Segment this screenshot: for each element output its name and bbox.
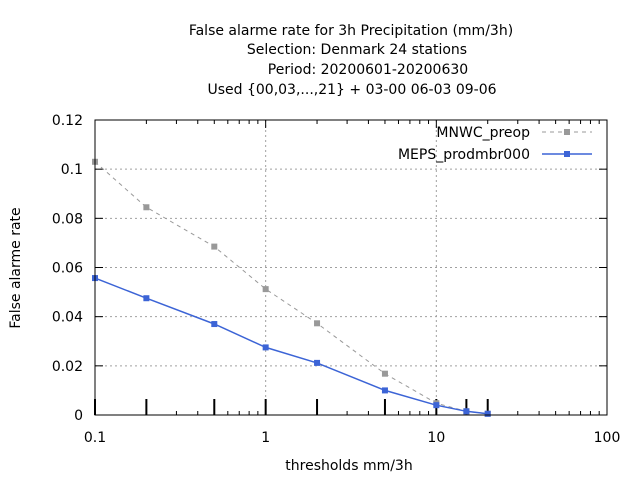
y-axis-ticks: 0 0.02 0.04 0.06 0.08 0.1 0.12 [52, 113, 607, 424]
x-tick-label: 0.1 [84, 430, 106, 446]
series-2-point [463, 408, 470, 415]
series-1-point [143, 204, 150, 211]
chart-title-line-1: False alarme rate for 3h Precipitation (… [189, 23, 513, 39]
x-tick-label: 100 [594, 430, 621, 446]
x-axis-ticks: 0.1 1 10 100 [84, 120, 621, 446]
series-2-point [211, 321, 218, 328]
y-tick-label: 0 [74, 408, 83, 424]
y-tick-label: 0.02 [52, 359, 83, 375]
series-2-point [433, 402, 440, 409]
series-line-1 [94, 161, 488, 415]
y-axis-label: False alarme rate [8, 207, 24, 328]
y-tick-label: 0.08 [52, 211, 83, 227]
y-tick-label: 0.06 [52, 261, 83, 277]
series-2-point [381, 387, 388, 394]
series-1-point [262, 286, 269, 293]
chart-title: False alarme rate for 3h Precipitation (… [189, 23, 513, 98]
legend: MNWC_preop MEPS_prodmbr000 [398, 125, 592, 163]
series-2-point [262, 344, 269, 351]
grid-lines [95, 120, 607, 415]
series-2-point [143, 295, 150, 302]
x-tick-label: 10 [427, 430, 445, 446]
series-1-point [211, 243, 218, 250]
chart-title-line-3: Period: 20200601-20200630 [268, 62, 468, 78]
x-tick-label: 1 [261, 430, 270, 446]
x-axis-label: thresholds mm/3h [285, 458, 412, 474]
series-line-2 [94, 277, 488, 415]
legend-label-1: MNWC_preop [436, 125, 530, 141]
y-tick-label: 0.12 [52, 113, 83, 129]
series-2-point [314, 359, 321, 366]
legend-label-2: MEPS_prodmbr000 [398, 147, 530, 163]
data-series [92, 158, 491, 417]
series-1-point [381, 370, 388, 377]
y-tick-label: 0.1 [61, 162, 83, 178]
chart-title-line-2: Selection: Denmark 24 stations [247, 42, 467, 58]
plot-frame [94, 119, 608, 416]
chart-title-line-4: Used {00,03,...,21} + 03-00 06-03 09-06 [207, 82, 496, 98]
y-tick-label: 0.04 [52, 310, 83, 326]
legend-marker-1 [564, 129, 570, 135]
legend-marker-2 [564, 151, 570, 157]
series-1-point [314, 320, 321, 327]
series-2-point [484, 410, 491, 417]
